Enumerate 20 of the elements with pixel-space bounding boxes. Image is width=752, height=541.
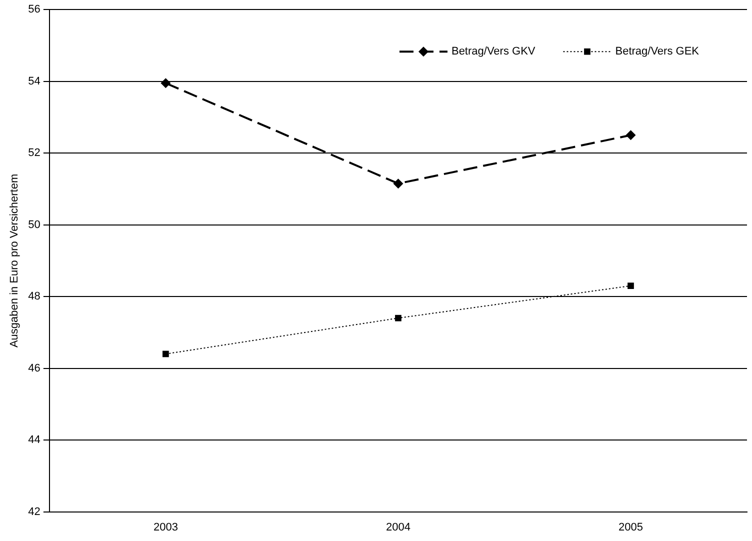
x-tick-label: 2004 (386, 521, 410, 534)
point (162, 350, 169, 358)
y-tick-label: 42 (28, 506, 40, 518)
y-tick-label: 50 (28, 218, 40, 231)
x-tick-label: 2005 (618, 521, 643, 534)
y-axis-title: Ausgaben in Euro pro Versichertem (8, 174, 21, 348)
point (626, 130, 636, 140)
x-tick-label: 2003 (153, 521, 178, 534)
point (160, 78, 171, 88)
y-tick-label: 54 (28, 75, 40, 88)
legend-label: Betrag/Vers GKV (451, 46, 536, 58)
y-tick-label: 48 (28, 290, 40, 303)
y-tick-label: 44 (28, 434, 40, 446)
legend-label: Betrag/Vers GEK (615, 46, 700, 58)
point (395, 314, 402, 322)
y-tick-label: 52 (28, 147, 40, 160)
y-tick-label: 46 (28, 362, 40, 374)
point (628, 282, 634, 289)
y-tick-label: 56 (28, 4, 40, 16)
point (393, 178, 404, 189)
